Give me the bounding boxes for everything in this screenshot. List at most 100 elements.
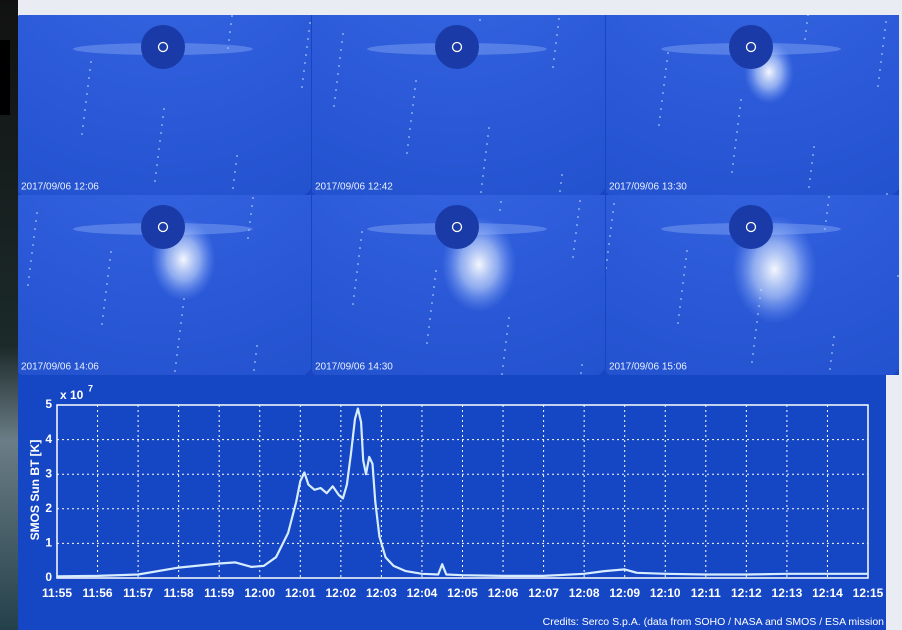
star — [413, 96, 415, 98]
star — [107, 275, 109, 277]
star — [155, 172, 157, 174]
star — [579, 200, 581, 202]
star — [247, 237, 249, 239]
star — [678, 314, 680, 316]
star — [813, 146, 815, 148]
star — [679, 306, 681, 308]
x-tick-label: 12:04 — [407, 586, 438, 600]
star — [357, 263, 359, 265]
star — [90, 61, 92, 63]
star — [253, 369, 255, 371]
star — [236, 155, 238, 157]
star — [228, 39, 230, 41]
star — [27, 284, 29, 286]
timestamp: 2017/09/06 15:06 — [609, 362, 687, 373]
x-tick-label: 12:02 — [325, 586, 356, 600]
star — [161, 124, 163, 126]
star — [827, 204, 829, 206]
star — [557, 26, 559, 28]
star — [177, 346, 179, 348]
star — [105, 291, 107, 293]
star — [428, 326, 430, 328]
star — [613, 203, 615, 205]
x-tick-label: 12:08 — [569, 586, 600, 600]
star — [433, 286, 435, 288]
star — [176, 354, 178, 356]
star — [682, 282, 684, 284]
star — [806, 22, 808, 24]
x-tick-label: 12:09 — [609, 586, 640, 600]
star — [307, 38, 309, 40]
star — [158, 148, 160, 150]
star — [611, 219, 613, 221]
star — [809, 178, 811, 180]
star — [677, 322, 679, 324]
star — [179, 330, 181, 332]
star — [805, 30, 807, 32]
star — [486, 143, 488, 145]
star — [499, 209, 501, 211]
star — [334, 97, 336, 99]
star — [555, 42, 557, 44]
star — [881, 53, 883, 55]
star — [754, 337, 756, 339]
star — [88, 77, 90, 79]
star — [488, 127, 490, 129]
star — [484, 159, 486, 161]
star — [609, 235, 611, 237]
star — [505, 341, 507, 343]
star — [879, 69, 881, 71]
star — [482, 175, 484, 177]
star — [342, 33, 344, 35]
star — [251, 205, 253, 207]
star — [35, 220, 37, 222]
star — [411, 112, 413, 114]
star — [352, 303, 354, 305]
star — [162, 116, 164, 118]
star — [576, 224, 578, 226]
star — [608, 243, 610, 245]
star — [503, 357, 505, 359]
star — [406, 152, 408, 154]
star — [825, 220, 827, 222]
star — [106, 283, 108, 285]
star — [685, 258, 687, 260]
x-tick-label: 12:12 — [731, 586, 762, 600]
star — [506, 333, 508, 335]
star — [233, 179, 235, 181]
star — [681, 290, 683, 292]
star — [811, 162, 813, 164]
star — [360, 239, 362, 241]
star — [250, 213, 252, 215]
y-tick-label: 2 — [45, 501, 52, 515]
star — [508, 317, 510, 319]
star — [85, 101, 87, 103]
star — [86, 93, 88, 95]
star — [885, 21, 887, 23]
star — [157, 156, 159, 158]
star — [308, 30, 310, 32]
star — [740, 99, 742, 101]
star — [578, 208, 580, 210]
star — [338, 65, 340, 67]
star — [556, 34, 558, 36]
star — [36, 212, 38, 214]
y-multiplier: x 10 — [60, 388, 84, 402]
star — [341, 41, 343, 43]
star — [109, 259, 111, 261]
star — [751, 361, 753, 363]
star — [232, 187, 234, 189]
timestamp: 2017/09/06 14:06 — [21, 362, 99, 373]
star — [431, 302, 433, 304]
star — [103, 307, 105, 309]
star — [435, 270, 437, 272]
star — [756, 321, 758, 323]
star — [87, 85, 89, 87]
x-tick-label: 12:03 — [366, 586, 397, 600]
star — [159, 140, 161, 142]
star — [738, 115, 740, 117]
star — [573, 248, 575, 250]
star — [361, 231, 363, 233]
star — [33, 236, 35, 238]
